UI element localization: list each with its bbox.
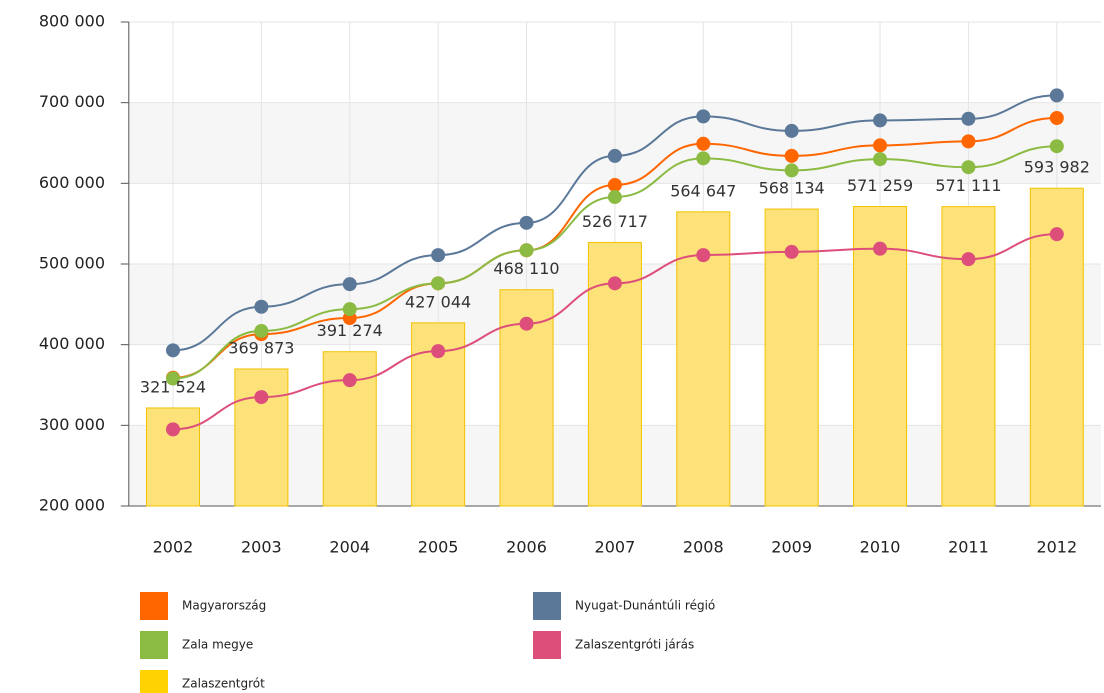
line-point (696, 109, 711, 124)
line-point (696, 136, 711, 151)
line-point (342, 302, 357, 317)
x-tick-label: 2004 (329, 538, 370, 557)
legend-label: Zala megye (182, 638, 253, 652)
line-point (342, 373, 357, 388)
x-tick-label: 2006 (506, 538, 547, 557)
legend-swatch (533, 631, 561, 659)
y-tick-label: 400 000 (39, 334, 105, 353)
line (172, 145, 1057, 380)
line-point (431, 276, 446, 291)
line-point (961, 134, 976, 149)
line-point (873, 138, 888, 153)
line (172, 116, 1057, 379)
line-point (165, 422, 180, 437)
line-point (696, 248, 711, 263)
x-tick-label: 2003 (241, 538, 282, 557)
data-label: 564 647 (670, 181, 736, 200)
bar (234, 368, 289, 507)
data-label: 593 982 (1024, 158, 1090, 177)
data-label: 571 111 (935, 176, 1001, 195)
legend-swatch (533, 592, 561, 620)
line-point (784, 244, 799, 259)
legend-label: Nyugat-Dunántúli régió (575, 599, 715, 613)
line (172, 94, 1057, 352)
data-label: 427 044 (405, 292, 471, 311)
y-tick-label: 300 000 (39, 415, 105, 434)
line-point (607, 190, 622, 205)
legend-swatch (140, 631, 168, 659)
bar (941, 206, 996, 507)
x-tick-label: 2007 (595, 538, 636, 557)
line-point (873, 152, 888, 167)
line-point (961, 160, 976, 175)
data-label: 526 717 (582, 212, 648, 231)
line-point (254, 390, 269, 405)
legend-swatch (140, 670, 168, 693)
line-point (431, 344, 446, 359)
line-point (607, 148, 622, 163)
bar (1029, 187, 1084, 507)
legend-label: Magyarország (182, 599, 266, 613)
line-point (431, 248, 446, 263)
legend-label: Zalaszentgrót (182, 677, 265, 691)
line-point (1049, 88, 1064, 103)
line-point (873, 241, 888, 256)
line-point (873, 113, 888, 128)
data-label: 568 134 (759, 179, 825, 198)
x-tick-label: 2011 (948, 538, 989, 557)
x-tick-label: 2005 (418, 538, 459, 557)
y-tick-label: 700 000 (39, 92, 105, 111)
line-point (519, 243, 534, 258)
data-label: 468 110 (493, 259, 559, 278)
x-tick-label: 2010 (860, 538, 901, 557)
line-point (784, 123, 799, 138)
line-point (607, 276, 622, 291)
line-point (342, 277, 357, 292)
data-label: 369 873 (228, 338, 294, 357)
line-point (784, 148, 799, 163)
bar (853, 206, 908, 507)
line-point (1049, 110, 1064, 125)
line-point (961, 111, 976, 126)
y-tick-label: 200 000 (39, 496, 105, 515)
line-point (607, 177, 622, 192)
line-point (696, 151, 711, 166)
line-point (165, 371, 180, 386)
x-tick-label: 2002 (153, 538, 194, 557)
line-point (1049, 139, 1064, 154)
data-label: 571 259 (847, 176, 913, 195)
x-tick-label: 2009 (771, 538, 812, 557)
data-label: 391 274 (317, 321, 383, 340)
legend-swatch (140, 592, 168, 620)
y-tick-label: 500 000 (39, 254, 105, 273)
legend-label: Zalaszentgróti járás (575, 638, 694, 652)
line-point (254, 323, 269, 338)
data-label: 321 524 (140, 377, 206, 396)
line-point (165, 343, 180, 358)
line-point (254, 299, 269, 314)
x-tick-label: 2008 (683, 538, 724, 557)
y-tick-label: 600 000 (39, 173, 105, 192)
line (172, 233, 1057, 431)
line-point (519, 215, 534, 230)
x-tick-label: 2012 (1036, 538, 1077, 557)
line-point (961, 252, 976, 267)
line-point (1049, 227, 1064, 242)
y-tick-label: 800 000 (39, 12, 105, 31)
line-point (784, 163, 799, 178)
line-point (519, 316, 534, 331)
